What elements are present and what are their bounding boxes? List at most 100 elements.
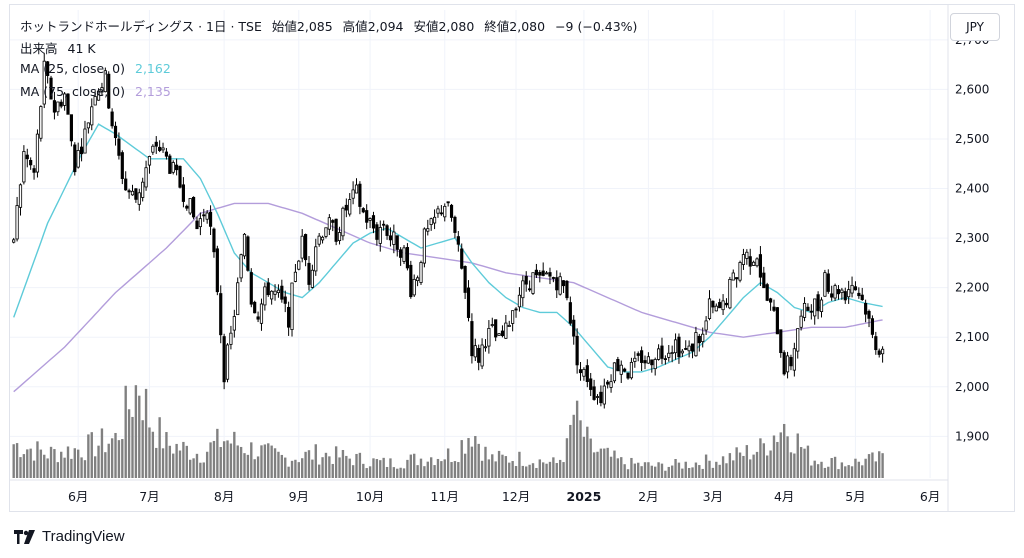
- volume-bar: [199, 462, 202, 478]
- tradingview-logo[interactable]: TradingView: [14, 528, 125, 545]
- volume-bar: [429, 457, 433, 478]
- candle-body: [690, 343, 695, 352]
- volume-bar: [762, 443, 765, 478]
- volume-bar: [385, 466, 389, 478]
- candle-body: [877, 350, 881, 355]
- candle-body: [528, 288, 532, 291]
- volume-bar: [297, 462, 300, 478]
- candle-body: [697, 335, 701, 344]
- candle-body: [334, 218, 338, 242]
- candle-body: [195, 220, 199, 230]
- candle-body: [544, 272, 549, 275]
- y-tick-label: 2,300: [955, 231, 989, 245]
- candle-body: [86, 122, 90, 129]
- candle-body: [636, 353, 640, 356]
- volume-bar: [596, 451, 599, 478]
- volume-bar: [657, 462, 660, 478]
- candle-body: [416, 277, 420, 282]
- volume-bar: [372, 458, 375, 478]
- candle-body: [361, 208, 365, 213]
- ma25-legend[interactable]: MA (25, close, 0) 2,162: [20, 61, 171, 76]
- candle-body: [446, 201, 450, 204]
- candle-body: [253, 301, 257, 314]
- candle-body: [25, 154, 29, 160]
- volume-bar: [375, 459, 379, 478]
- candle-body: [154, 141, 158, 147]
- candle-body: [419, 262, 423, 283]
- volume-bar: [738, 452, 742, 478]
- y-tick-label: 2,600: [955, 82, 989, 96]
- ma75-legend[interactable]: MA (75, close, 0) 2,135: [20, 84, 171, 99]
- volume-bar: [290, 460, 294, 478]
- volume-bar: [681, 468, 684, 478]
- volume-legend[interactable]: 出来高 41 K: [20, 38, 96, 57]
- candle-body: [653, 359, 657, 370]
- volume-bar: [433, 465, 436, 478]
- volume-bar: [650, 465, 653, 478]
- candle-body: [331, 220, 335, 223]
- volume-bar: [854, 458, 857, 478]
- volume-bar: [172, 453, 175, 478]
- candle-body: [609, 381, 613, 388]
- candle-body: [96, 90, 101, 101]
- candle-body: [538, 272, 542, 276]
- candle-body: [466, 287, 471, 318]
- candle-body: [29, 159, 33, 166]
- brand-label: TradingView: [42, 528, 125, 545]
- volume-bar: [185, 445, 188, 478]
- candle-body: [229, 332, 233, 345]
- candle-body: [439, 212, 443, 215]
- volume-bar: [178, 450, 182, 478]
- candle-body: [368, 218, 372, 221]
- y-tick-label: 1,900: [955, 429, 989, 443]
- candle-body: [141, 181, 145, 198]
- candle-body: [409, 264, 413, 298]
- candle-body: [382, 223, 386, 226]
- volume-bar: [752, 454, 755, 478]
- volume-bar: [803, 448, 806, 478]
- candle-body: [324, 227, 328, 237]
- candle-body: [673, 339, 678, 354]
- volume-bar: [93, 456, 97, 478]
- volume-bar: [677, 462, 681, 478]
- candle-body: [395, 235, 399, 250]
- candle-body: [39, 106, 43, 139]
- open-value: 2,085: [296, 19, 333, 34]
- volume-bar: [328, 456, 331, 478]
- ma75-value: 2,135: [135, 84, 171, 99]
- candle-body: [816, 294, 820, 312]
- candle-body: [718, 302, 722, 309]
- candle-body: [246, 236, 250, 271]
- candle-body: [640, 350, 644, 363]
- candle-body: [487, 327, 491, 347]
- volume-bar: [525, 466, 528, 478]
- candle-body: [626, 372, 630, 379]
- volume-bar: [90, 432, 93, 478]
- volume-bar: [694, 462, 698, 478]
- volume-bar: [148, 427, 151, 478]
- y-tick-label: 2,200: [955, 281, 989, 295]
- x-tick-label: 12月: [502, 489, 530, 504]
- volume-bar: [114, 432, 117, 478]
- volume-bar: [786, 436, 789, 478]
- volume-bar: [382, 457, 385, 478]
- candle-body: [69, 114, 73, 142]
- candle-body: [283, 296, 287, 304]
- candle-body: [110, 111, 114, 127]
- volume-label: 出来高: [20, 41, 58, 56]
- volume-bar: [175, 443, 178, 478]
- candle-body: [307, 262, 311, 285]
- candle-body: [473, 345, 477, 358]
- candle-body: [59, 101, 63, 107]
- candle-body: [772, 306, 776, 311]
- candle-body: [198, 218, 202, 228]
- volume-bar: [511, 461, 514, 478]
- currency-button[interactable]: JPY: [950, 13, 1000, 41]
- candle-body: [548, 272, 552, 277]
- candle-body: [616, 359, 620, 372]
- candle-body: [42, 60, 46, 105]
- volume-bar: [555, 463, 558, 478]
- volume-bar: [528, 464, 531, 478]
- candle-body: [191, 196, 196, 218]
